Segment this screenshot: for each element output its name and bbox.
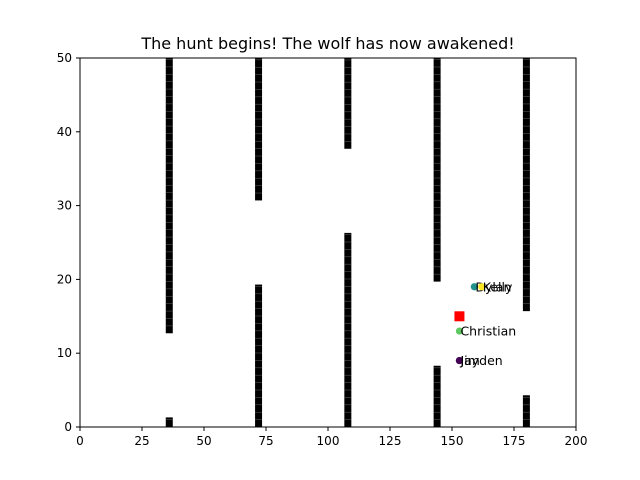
y-tick-label: 40 [57,125,72,139]
wolf-marker [454,311,465,322]
agent-label: Dylan [475,279,511,294]
agent-marker [470,283,478,291]
y-tick-label: 10 [57,346,72,360]
x-tick-label: 75 [258,434,273,448]
y-tick-label: 0 [64,420,72,434]
wall-segment [165,58,173,334]
agent-label: Jim [459,353,479,368]
y-tick-label: 30 [57,199,72,213]
x-tick-label: 50 [196,434,211,448]
agent-marker [455,356,464,365]
wall-segment [344,58,352,149]
wall-layer [165,58,530,427]
wall-segment [433,365,441,427]
wall-segment [522,395,530,427]
plot-area-frame [79,57,577,428]
agent-label: Jayden [459,353,502,368]
wall-segment [165,417,173,427]
x-tick-label: 200 [565,434,588,448]
y-axis: 0 10 20 30 40 50 [57,51,80,434]
wall-segment [344,232,352,427]
x-tick-label: 100 [317,434,340,448]
x-tick-label: 125 [379,434,402,448]
x-tick-label: 25 [134,434,149,448]
agent-label: Christian [460,324,516,339]
y-tick-label: 20 [57,272,72,286]
agent-marker [455,327,464,335]
wall-segment [522,58,530,312]
y-tick-label: 50 [57,51,72,65]
chart-title: The hunt begins! The wolf has now awaken… [140,34,514,53]
wall-segment [255,58,263,201]
wall-segment [255,284,263,427]
agent-marker [478,283,486,291]
x-tick-label: 150 [441,434,464,448]
agent-label: Kelly [483,279,513,294]
x-axis: 0 25 50 75 100 125 150 175 200 [76,427,587,448]
wall-segment [433,58,441,282]
x-tick-label: 175 [503,434,526,448]
x-tick-label: 0 [76,434,84,448]
